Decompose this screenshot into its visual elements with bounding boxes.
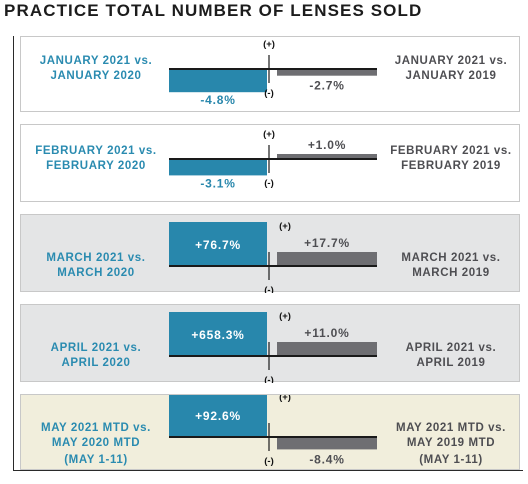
label-vs-2020-line: MAY 2020 MTD <box>51 437 141 449</box>
data-label-vs-2019: +17.7% <box>304 236 350 250</box>
bar-vs-2020 <box>169 69 267 93</box>
data-label-vs-2020: +92.6% <box>195 409 241 423</box>
comparison-panel: MAY 2021 MTD vs. MAY 2020 MTD (MAY 1-11) MA… <box>20 394 520 470</box>
comparison-panel: MARCH 2021 vs. MARCH 2020 MARCH 2021 vs. MA… <box>20 214 521 293</box>
label-vs-2020: MAY 2021 MTD vs. MAY 2020 MTD (MAY 1-11) <box>21 421 171 468</box>
bar-vs-2020 <box>169 312 267 356</box>
bar-chart-svg: -4.8% -2.7% (+) (-) <box>169 39 377 107</box>
frame-bottom-border <box>13 470 523 471</box>
label-vs-2020-line: FEBRUARY 2021 vs. <box>35 145 157 157</box>
label-vs-2019: FEBRUARY 2021 vs. FEBRUARY 2019 <box>381 144 521 174</box>
label-vs-2020-line: JANUARY 2021 vs. <box>39 55 153 67</box>
data-label-vs-2020: +658.3% <box>191 328 244 342</box>
label-vs-2020: JANUARY 2021 vs. JANUARY 2020 <box>21 54 171 84</box>
bar-vs-2020 <box>169 395 267 437</box>
bar-vs-2020 <box>169 222 267 266</box>
label-vs-2020: MARCH 2021 vs. MARCH 2020 <box>21 251 171 281</box>
data-label-vs-2020: -4.8% <box>200 93 235 107</box>
positive-marker: (+) <box>279 221 291 232</box>
bar-chart-svg: +658.3% +11.0% (+) (-) <box>169 311 377 383</box>
negative-marker: (-) <box>264 88 274 99</box>
bar-vs-2019 <box>277 342 377 356</box>
bar-vs-2019 <box>277 154 377 159</box>
negative-marker: (-) <box>264 375 274 383</box>
label-vs-2019-line: JANUARY 2021 vs. <box>394 55 508 67</box>
label-vs-2019-line: APRIL 2019 <box>416 357 486 369</box>
data-label-vs-2020: -3.1% <box>200 176 235 190</box>
positive-marker: (+) <box>263 129 275 140</box>
bar-vs-2019 <box>277 69 377 76</box>
negative-marker: (-) <box>264 285 274 293</box>
label-vs-2019-date-range: (MAY 1-11) <box>419 454 483 466</box>
label-vs-2019: MAY 2021 MTD vs. MAY 2019 MTD (MAY 1-11) <box>381 421 521 468</box>
positive-marker: (+) <box>263 39 275 50</box>
comparison-panel: JANUARY 2021 vs. JANUARY 2020 JANUARY 2021… <box>20 36 520 112</box>
data-label-vs-2019: -8.4% <box>309 452 344 466</box>
comparison-panel: FEBRUARY 2021 vs. FEBRUARY 2020 FEBRUARY 2… <box>20 124 520 202</box>
label-vs-2019-line: JANUARY 2019 <box>405 70 497 82</box>
negative-marker: (-) <box>264 178 274 189</box>
label-vs-2020-line: MARCH 2020 <box>57 267 135 279</box>
label-vs-2020-line: FEBRUARY 2020 <box>46 160 146 172</box>
positive-marker: (+) <box>279 395 291 403</box>
frame-left-border <box>13 36 14 470</box>
label-vs-2020: FEBRUARY 2021 vs. FEBRUARY 2020 <box>21 144 171 174</box>
label-vs-2020-line: APRIL 2021 vs. <box>50 342 142 354</box>
label-vs-2019: JANUARY 2021 vs. JANUARY 2019 <box>381 54 521 84</box>
label-vs-2019: APRIL 2021 vs. APRIL 2019 <box>381 341 521 371</box>
chart-title: PRACTICE TOTAL NUMBER OF LENSES SOLD <box>4 1 423 20</box>
label-vs-2020-line: MAY 2021 MTD vs. <box>41 422 151 434</box>
bar-vs-2019 <box>277 252 377 266</box>
bar-chart-svg: +76.7% +17.7% (+) (-) <box>169 221 377 293</box>
bar-chart-svg: +92.6% -8.4% (+) (-) <box>169 395 377 467</box>
label-vs-2020-line: MARCH 2021 vs. <box>46 252 146 264</box>
bar-vs-2019 <box>277 437 377 450</box>
data-label-vs-2019: +1.0% <box>308 138 346 152</box>
negative-marker: (-) <box>264 456 274 467</box>
bar-vs-2020 <box>169 159 267 176</box>
label-vs-2020-line: APRIL 2020 <box>61 357 131 369</box>
label-vs-2019-line: MAY 2019 MTD <box>406 437 496 449</box>
label-vs-2019-line: MARCH 2021 vs. <box>401 252 501 264</box>
label-vs-2019-line: FEBRUARY 2019 <box>401 160 501 172</box>
label-vs-2019-line: MARCH 2019 <box>412 267 490 279</box>
label-vs-2019-line: FEBRUARY 2021 vs. <box>390 145 512 157</box>
bar-chart-svg: -3.1% +1.0% (+) (-) <box>169 129 377 190</box>
comparison-panel: APRIL 2021 vs. APRIL 2020 APRIL 2021 vs. AP… <box>20 304 521 383</box>
label-vs-2019-line: MAY 2021 MTD vs. <box>396 422 506 434</box>
label-vs-2019: MARCH 2021 vs. MARCH 2019 <box>381 251 521 281</box>
positive-marker: (+) <box>279 311 291 322</box>
label-vs-2019-line: APRIL 2021 vs. <box>405 342 497 354</box>
data-label-vs-2020: +76.7% <box>195 238 241 252</box>
data-label-vs-2019: -2.7% <box>309 79 344 93</box>
label-vs-2020: APRIL 2021 vs. APRIL 2020 <box>21 341 171 371</box>
label-vs-2020-line: JANUARY 2020 <box>50 70 142 82</box>
data-label-vs-2019: +11.0% <box>304 326 349 340</box>
label-vs-2020-date-range: (MAY 1-11) <box>64 454 128 466</box>
